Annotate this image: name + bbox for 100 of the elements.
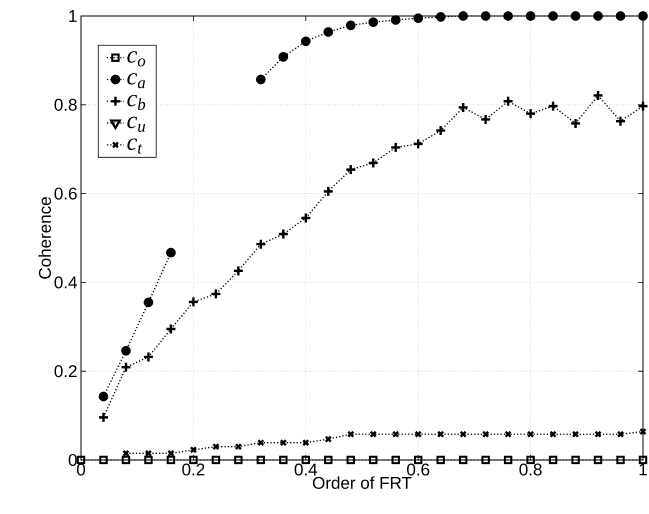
y-tick-label: 0.2 bbox=[54, 365, 77, 378]
point bbox=[482, 430, 490, 438]
point bbox=[412, 138, 424, 150]
point bbox=[256, 74, 266, 84]
point bbox=[480, 114, 492, 126]
legend-label: c$_{o}$ bbox=[127, 51, 146, 66]
point bbox=[594, 430, 602, 438]
point bbox=[210, 288, 222, 300]
point bbox=[436, 456, 445, 464]
point bbox=[257, 438, 265, 446]
point bbox=[280, 438, 287, 446]
point bbox=[347, 430, 354, 438]
point bbox=[278, 228, 290, 240]
y-axis-title: Coherence bbox=[38, 197, 51, 279]
point bbox=[436, 12, 446, 22]
point bbox=[255, 238, 267, 250]
point bbox=[390, 15, 401, 25]
point bbox=[144, 456, 153, 464]
point bbox=[345, 164, 356, 176]
x-axis-title: Order of FRT bbox=[312, 476, 412, 489]
point bbox=[234, 442, 242, 450]
point bbox=[166, 456, 176, 464]
point bbox=[323, 27, 334, 37]
point bbox=[256, 456, 266, 464]
point bbox=[592, 90, 604, 102]
point bbox=[548, 456, 558, 464]
point bbox=[121, 346, 131, 356]
point bbox=[368, 157, 379, 169]
point bbox=[616, 456, 625, 464]
y-tick-label: 0 bbox=[68, 454, 77, 466]
point bbox=[302, 438, 310, 446]
point bbox=[190, 446, 198, 454]
point bbox=[369, 456, 378, 464]
point bbox=[593, 11, 603, 21]
point bbox=[167, 450, 175, 457]
point bbox=[324, 435, 332, 443]
point bbox=[481, 456, 490, 464]
point bbox=[413, 13, 424, 24]
point bbox=[232, 265, 244, 277]
point bbox=[368, 17, 378, 28]
point bbox=[547, 100, 559, 112]
point bbox=[414, 430, 422, 438]
point bbox=[120, 361, 132, 373]
point bbox=[188, 296, 200, 308]
point bbox=[457, 102, 469, 114]
legend-label: c$_{b}$ bbox=[127, 94, 146, 110]
point bbox=[503, 11, 513, 21]
point bbox=[459, 430, 467, 438]
point bbox=[458, 456, 468, 464]
point bbox=[571, 456, 580, 464]
x-tick-label: 0.2 bbox=[182, 464, 204, 476]
point bbox=[122, 450, 130, 457]
y-tick-label: 0.4 bbox=[54, 276, 77, 288]
point bbox=[212, 456, 220, 464]
point bbox=[502, 96, 514, 107]
point bbox=[480, 11, 490, 21]
point bbox=[142, 351, 154, 363]
point bbox=[234, 456, 243, 464]
point bbox=[526, 11, 536, 21]
y-tick-label: 0.6 bbox=[54, 188, 77, 200]
point bbox=[279, 456, 288, 464]
legend-label: c$_{t}$ bbox=[127, 138, 142, 154]
point bbox=[638, 456, 648, 464]
point bbox=[437, 430, 444, 438]
point bbox=[346, 456, 355, 464]
point bbox=[370, 430, 377, 438]
point bbox=[504, 456, 512, 464]
point bbox=[98, 392, 108, 402]
point bbox=[548, 11, 558, 21]
point bbox=[639, 428, 647, 436]
point bbox=[570, 118, 582, 130]
point bbox=[524, 108, 536, 120]
point bbox=[616, 430, 624, 438]
point bbox=[392, 430, 400, 438]
point bbox=[122, 456, 130, 464]
point bbox=[278, 52, 288, 62]
point bbox=[99, 456, 108, 464]
point bbox=[144, 298, 154, 308]
point bbox=[572, 430, 580, 438]
point bbox=[549, 430, 557, 438]
point bbox=[504, 430, 512, 438]
point bbox=[637, 100, 649, 112]
point bbox=[458, 11, 468, 21]
point bbox=[570, 11, 580, 21]
point bbox=[392, 456, 400, 464]
point bbox=[212, 442, 220, 450]
point bbox=[594, 456, 602, 464]
point bbox=[434, 124, 446, 136]
point bbox=[390, 142, 402, 154]
y-tick-label: 1 bbox=[69, 10, 77, 22]
point bbox=[616, 11, 626, 21]
point bbox=[526, 430, 534, 438]
x-tick-label: 0.8 bbox=[519, 464, 542, 476]
point bbox=[614, 116, 626, 127]
point bbox=[98, 412, 110, 424]
point bbox=[324, 456, 332, 464]
point bbox=[144, 450, 152, 457]
legend-label: c$_{a}$ bbox=[127, 73, 146, 88]
point bbox=[166, 248, 176, 258]
x-tick-label: 0.6 bbox=[407, 464, 430, 476]
